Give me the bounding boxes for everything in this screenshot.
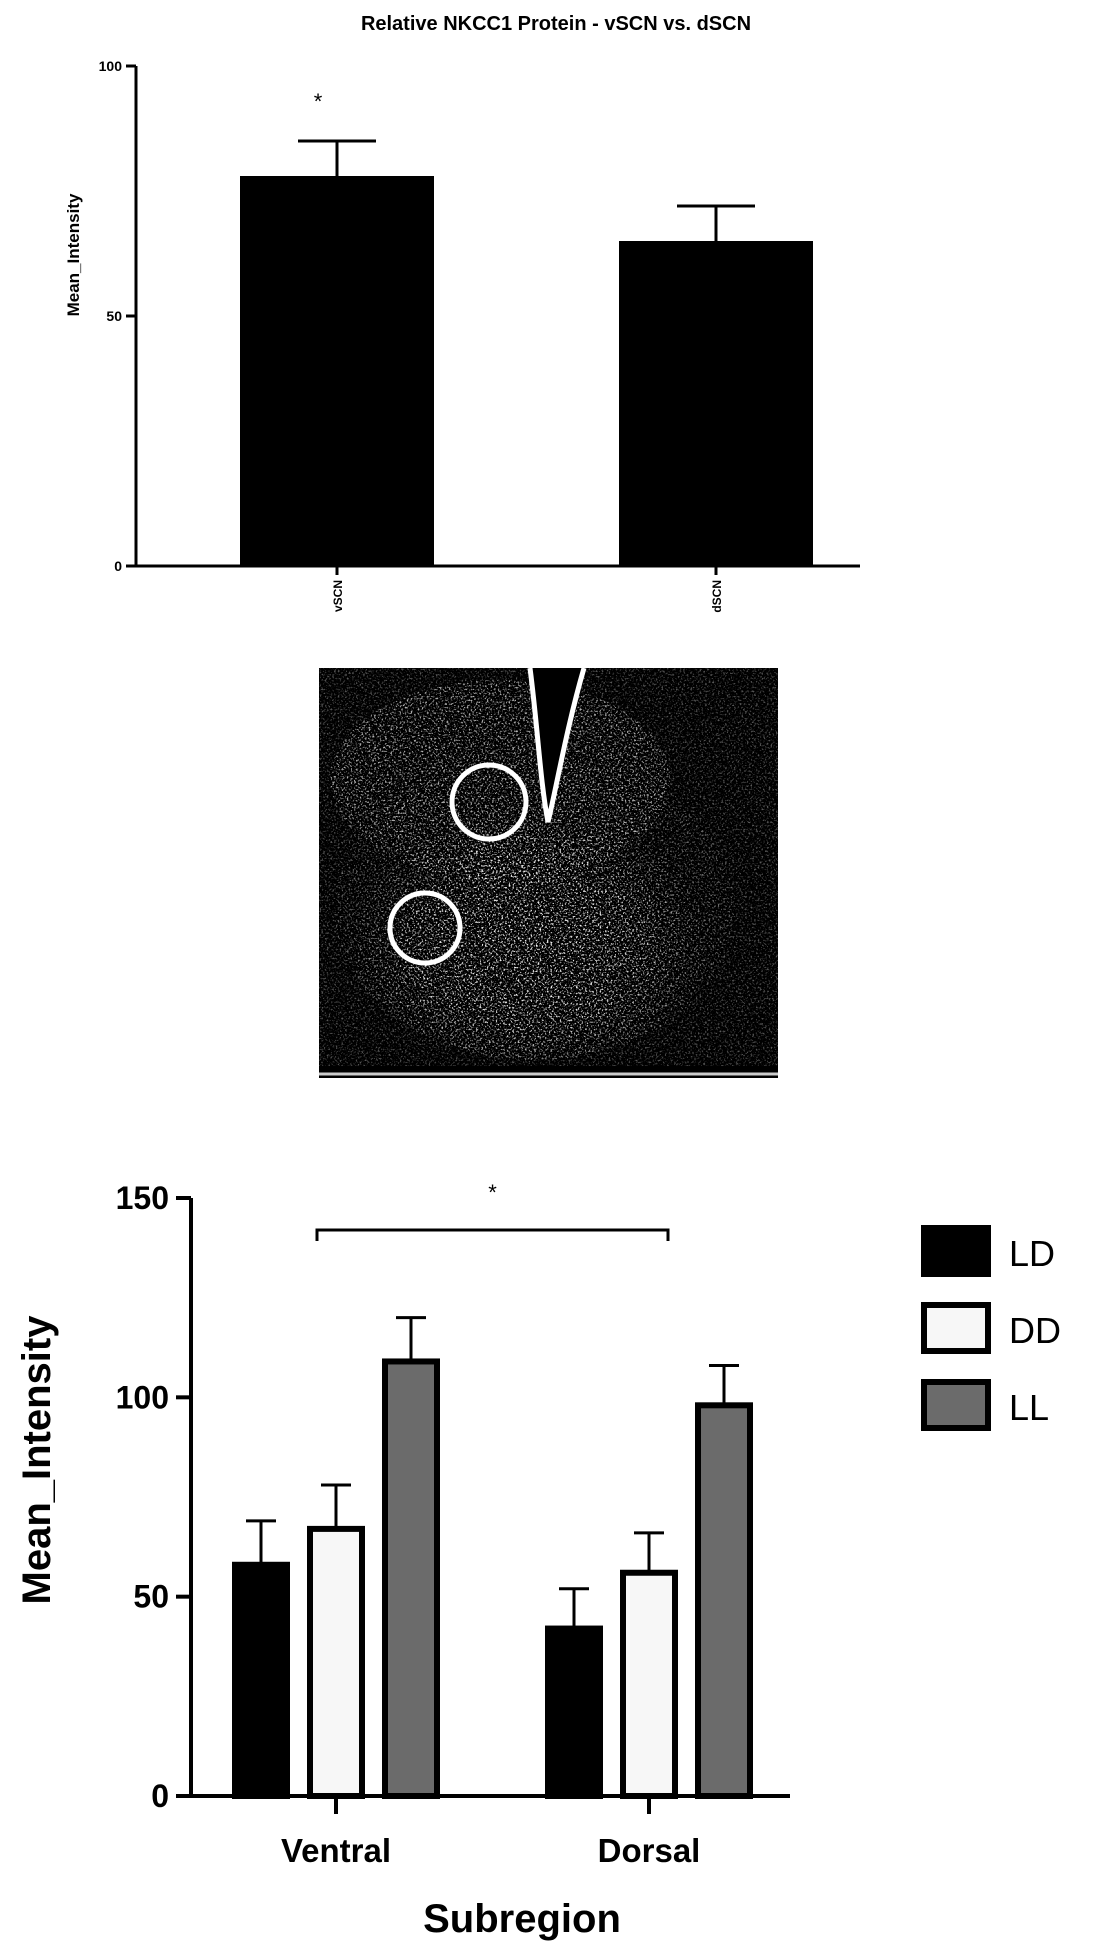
x-axis-label: Subregion bbox=[423, 1897, 621, 1941]
y-tick-label: 0 bbox=[151, 1778, 169, 1814]
legend-swatch bbox=[921, 1302, 991, 1354]
bar bbox=[620, 1569, 678, 1800]
legend-swatch bbox=[921, 1225, 991, 1277]
y-tick-label: 50 bbox=[133, 1579, 169, 1615]
y-axis-label: Mean_Intensity bbox=[64, 193, 83, 316]
bar-series: * bbox=[240, 89, 813, 566]
legend-label: LL bbox=[1009, 1387, 1049, 1428]
chart-legend: LD DD LL bbox=[921, 1225, 1061, 1431]
legend-label: LD bbox=[1009, 1233, 1055, 1274]
bar bbox=[619, 241, 813, 566]
significance-marker: * bbox=[488, 1180, 497, 1205]
micrograph-speckle bbox=[319, 668, 778, 1078]
significance-bracket bbox=[315, 1228, 670, 1241]
nkcc1-bar-chart: Relative NKCC1 Protein - vSCN vs. dSCN 0… bbox=[64, 13, 860, 613]
significance-marker: * bbox=[314, 89, 323, 114]
roi-circle-dorsal bbox=[449, 762, 529, 842]
y-tick-label: 0 bbox=[114, 558, 122, 574]
chart-title: Relative NKCC1 Protein - vSCN vs. dSCN bbox=[361, 13, 751, 35]
chart-axes: 0 50 100 150 Ventral Dorsal bbox=[116, 1180, 790, 1869]
y-tick-label: 100 bbox=[99, 58, 123, 74]
y-tick-label: 150 bbox=[116, 1180, 169, 1216]
bar bbox=[232, 1561, 290, 1799]
y-tick-label: 50 bbox=[106, 308, 122, 324]
legend-label: DD bbox=[1009, 1310, 1061, 1351]
bar-series: * bbox=[232, 1180, 753, 1800]
third-ventricle-outline bbox=[527, 667, 587, 823]
bar bbox=[695, 1402, 753, 1799]
bar bbox=[382, 1358, 440, 1800]
legend-swatch bbox=[921, 1379, 991, 1431]
x-tick-label: dSCN bbox=[710, 580, 724, 613]
x-tick-label: Ventral bbox=[281, 1832, 391, 1869]
bar bbox=[545, 1625, 603, 1800]
subregion-bar-chart: 0 50 100 150 Ventral Dorsal Mean_Intensity Su… bbox=[15, 1180, 1061, 1941]
bar bbox=[240, 176, 434, 566]
x-tick-label: Dorsal bbox=[598, 1832, 701, 1869]
roi-circle-ventral bbox=[387, 890, 463, 966]
bar bbox=[307, 1525, 365, 1799]
y-tick-label: 100 bbox=[116, 1379, 169, 1415]
scn-micrograph bbox=[319, 667, 778, 1078]
x-tick-label: vSCN bbox=[331, 580, 345, 612]
micrograph-bottom-edge bbox=[319, 1066, 778, 1078]
y-axis-label: Mean_Intensity bbox=[15, 1315, 59, 1605]
